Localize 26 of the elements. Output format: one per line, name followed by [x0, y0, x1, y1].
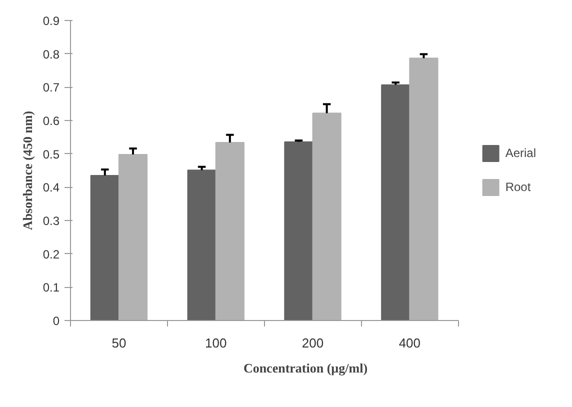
- bar: [409, 58, 438, 320]
- bar: [381, 84, 410, 320]
- bar: [90, 175, 120, 320]
- x-tick-label: 400: [398, 336, 421, 350]
- x-tick-label: 50: [112, 336, 126, 350]
- y-tick-label: 0.7: [42, 80, 60, 95]
- y-tick-label: 0.8: [42, 47, 60, 62]
- x-tick-label: 100: [205, 336, 227, 350]
- y-tick-label: 0: [52, 314, 60, 328]
- y-axis-title: Absorbance (450 nm): [20, 110, 35, 230]
- bar: [284, 141, 314, 320]
- bar: [187, 170, 216, 320]
- bar: [118, 154, 148, 320]
- y-tick-label: 0.3: [42, 214, 60, 228]
- bar: [215, 142, 244, 320]
- y-tick-label: 0.6: [42, 114, 60, 128]
- y-tick-label: 0.9: [42, 14, 60, 28]
- y-tick-label: 0.1: [42, 280, 60, 295]
- x-axis-title: Concentration (µg/ml): [243, 360, 368, 376]
- legend-label: Root: [505, 180, 531, 194]
- y-tick-label: 0.5: [42, 147, 60, 162]
- y-tick-label: 0.4: [42, 180, 60, 195]
- bar: [312, 112, 342, 320]
- legend-label: Aerial: [505, 146, 536, 160]
- y-tick-label: 0.2: [42, 247, 60, 262]
- x-tick-label: 200: [302, 336, 324, 350]
